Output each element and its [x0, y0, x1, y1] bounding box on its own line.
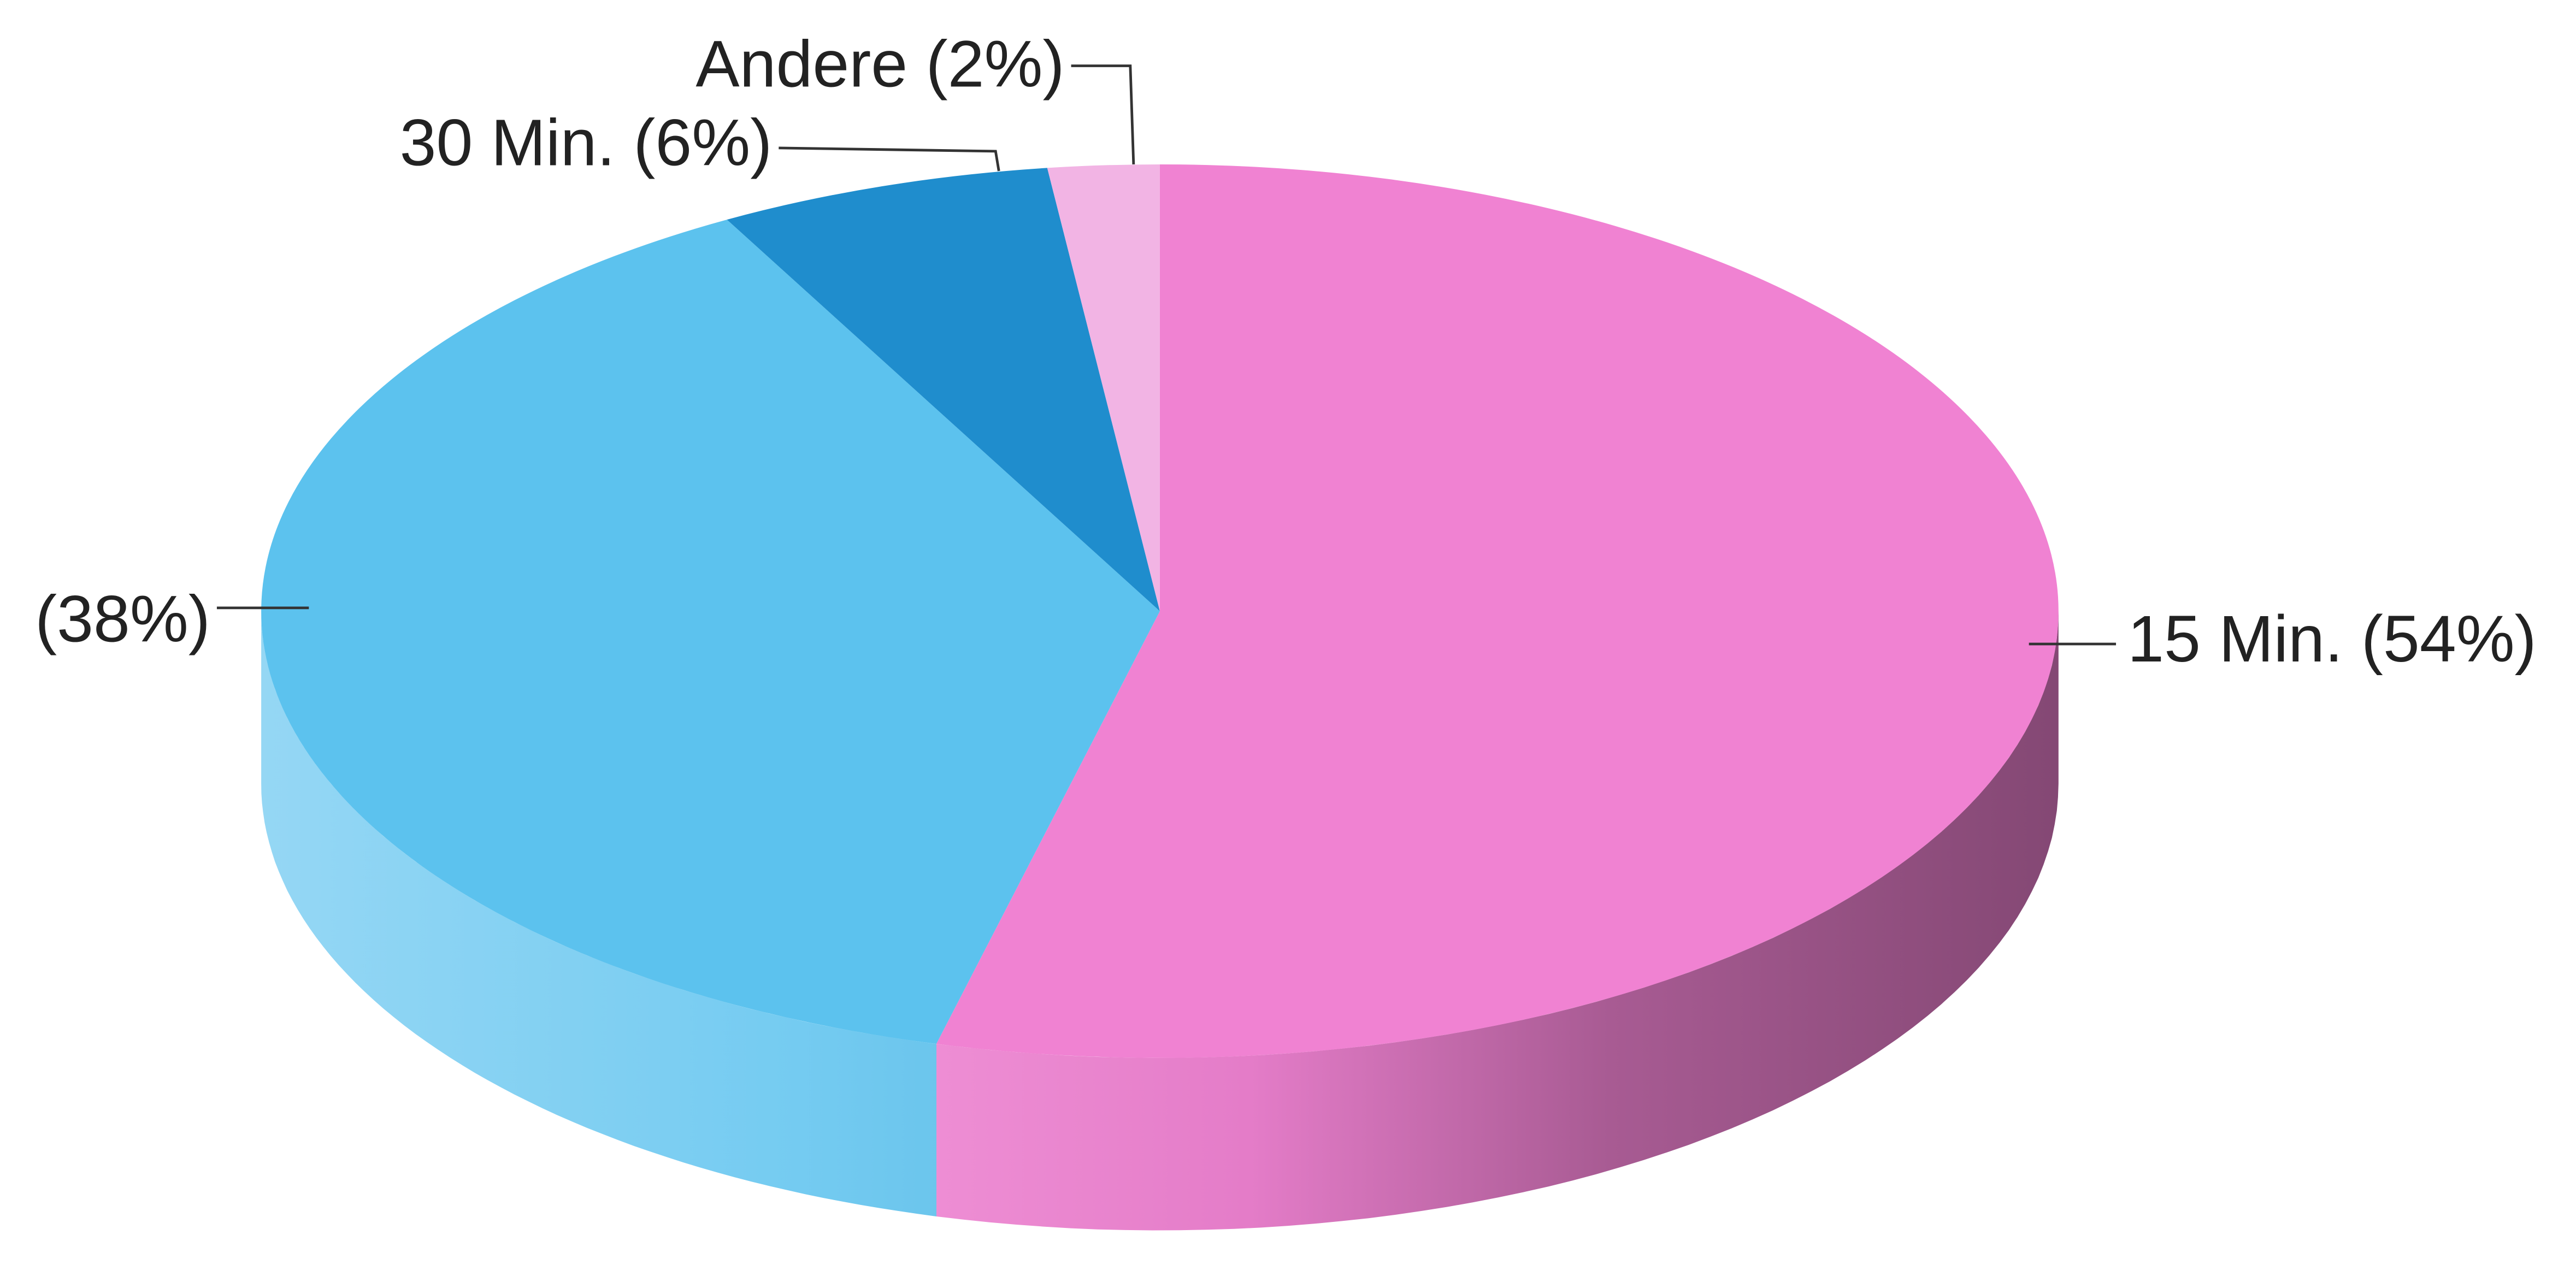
pie-slice — [261, 220, 1160, 1044]
pie-slice — [727, 168, 1160, 611]
data-label: 30 Min. (6%) — [400, 107, 773, 180]
data-label: Andere (2%) — [695, 27, 1064, 101]
data-label: (38%) — [35, 583, 210, 656]
data-label: 15 Min. (54%) — [2127, 602, 2537, 676]
pie-slice — [1047, 164, 1160, 611]
pie-slice — [936, 164, 2059, 1058]
leader-line — [779, 146, 1000, 172]
pie-side — [936, 611, 2059, 1231]
pie-side — [261, 611, 936, 1216]
leader-line — [1071, 64, 1135, 165]
